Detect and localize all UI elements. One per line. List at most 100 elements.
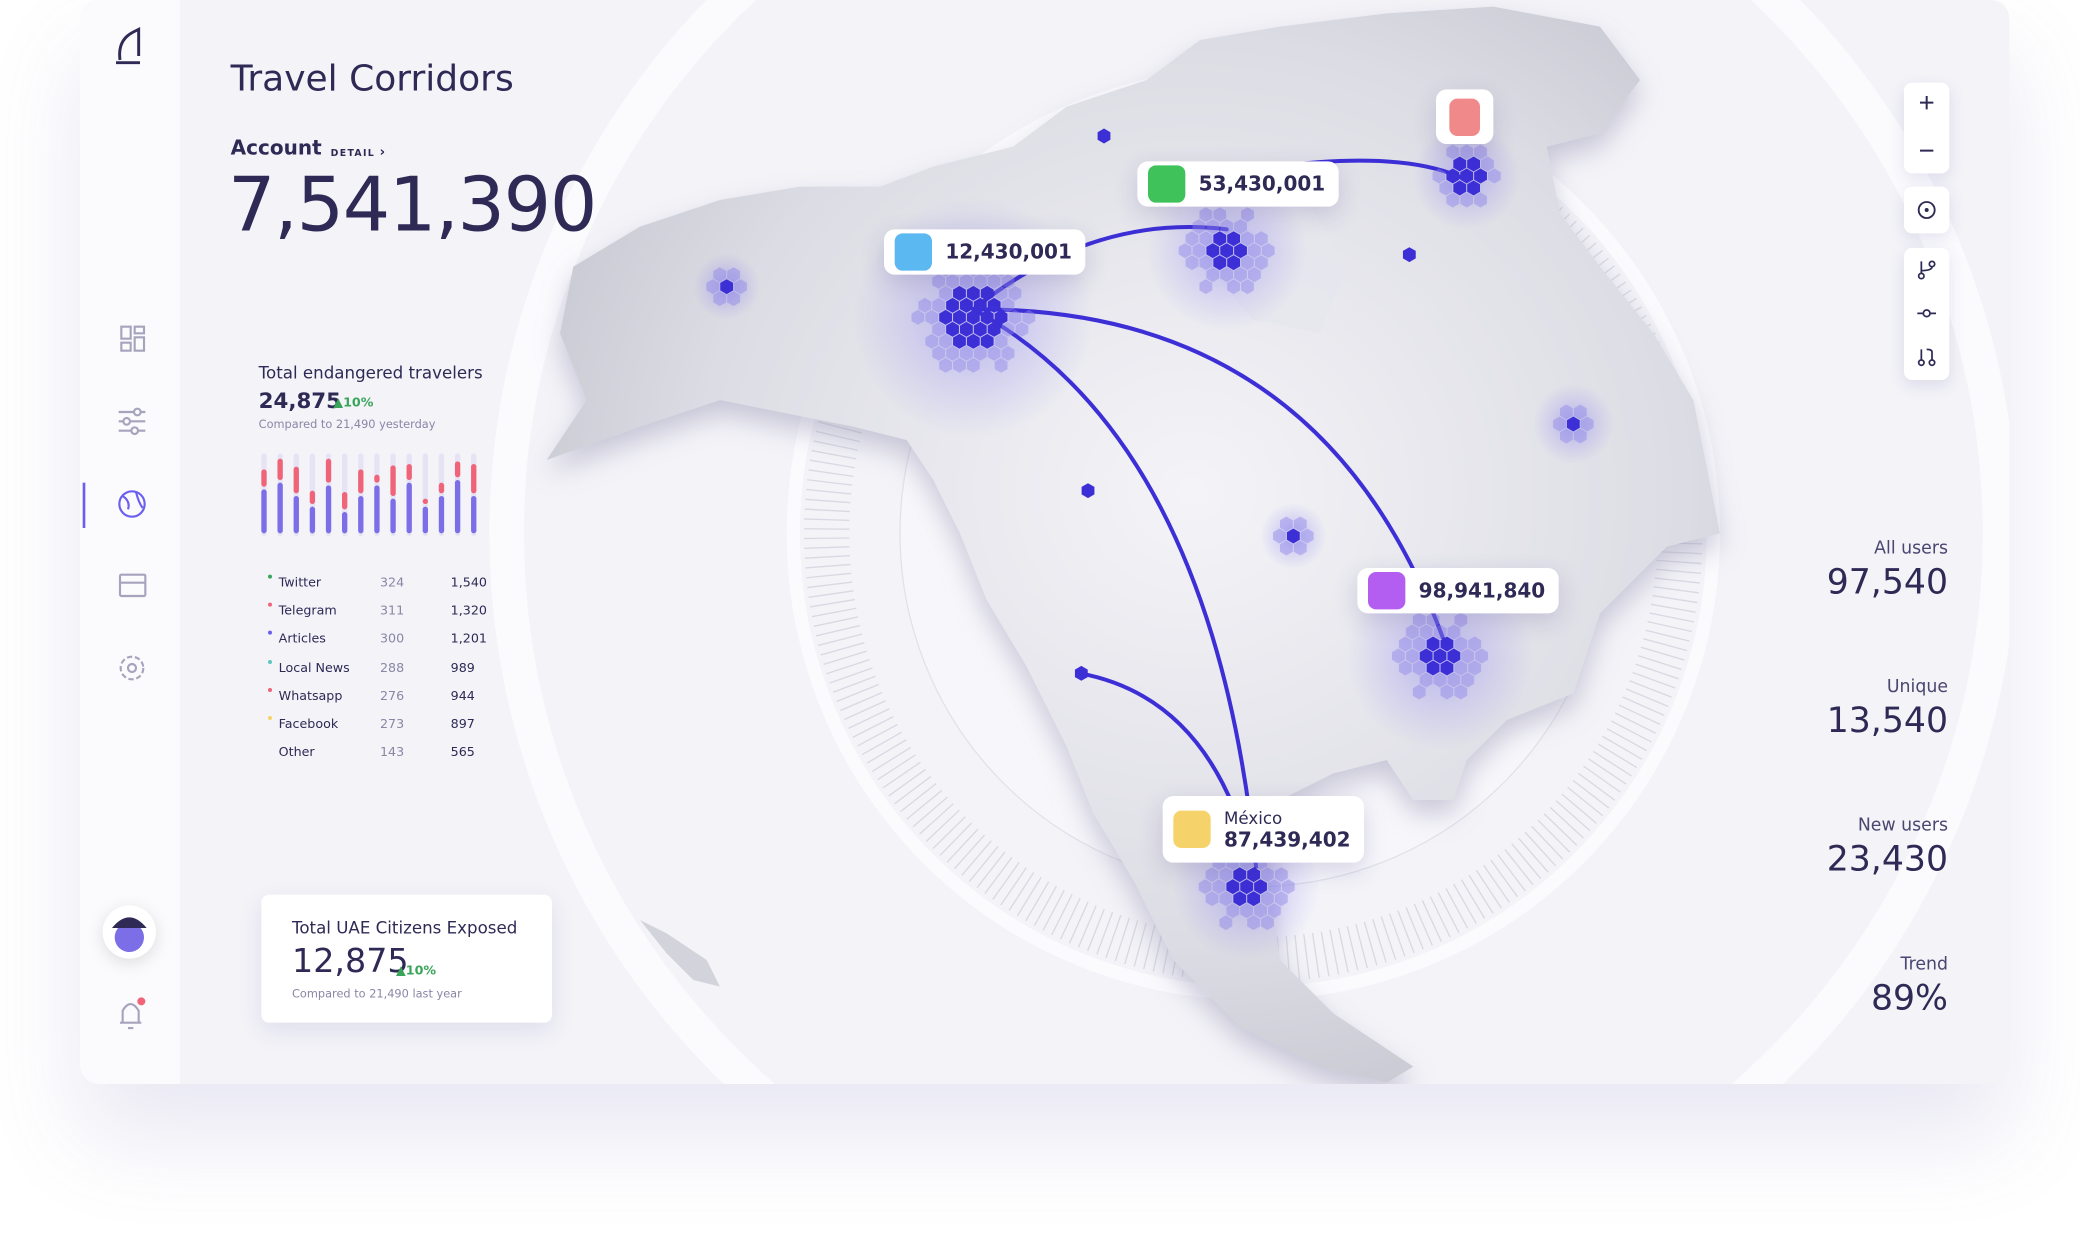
hex-cell	[727, 291, 741, 307]
hex-cell	[953, 357, 966, 373]
map-callout[interactable]: 98,941,840	[1357, 568, 1559, 614]
hex-cell	[960, 321, 973, 337]
nav-filters[interactable]	[118, 407, 146, 436]
source-total: 1,201	[450, 632, 487, 648]
source-name: Facebook	[278, 717, 339, 733]
hex-cell	[1220, 267, 1234, 283]
hex-cell	[1213, 255, 1227, 271]
commit-tool[interactable]	[1917, 309, 1937, 318]
hex-cell	[1247, 867, 1261, 883]
source-total: 989	[450, 660, 475, 676]
hex-cell	[939, 333, 953, 349]
hex-cell	[932, 321, 946, 337]
hex-cell	[1247, 915, 1261, 931]
decoration	[1922, 309, 1931, 318]
hex-cell	[1468, 660, 1482, 676]
hex-cell	[1412, 684, 1426, 700]
hex-cell	[1447, 672, 1461, 688]
merge-tool[interactable]	[1917, 348, 1936, 367]
decoration	[118, 490, 146, 518]
hex-cell	[727, 267, 741, 283]
hex-cell	[1213, 207, 1227, 223]
bar-segment	[358, 469, 364, 494]
source-name: Other	[278, 745, 315, 761]
panel-title: Total endangered travelers	[258, 362, 483, 383]
source-name: Local News	[278, 660, 350, 676]
hex-cell	[1460, 168, 1474, 184]
hex-cell	[960, 297, 973, 313]
stat-value: 97,540	[1826, 562, 1949, 603]
hex-cell	[1261, 867, 1274, 883]
map-callout[interactable]: 53,430,001	[1137, 161, 1339, 207]
hex-cell	[911, 309, 925, 325]
alert-callout[interactable]	[1436, 89, 1494, 145]
bar-segment	[309, 506, 316, 534]
notifications[interactable]	[120, 997, 146, 1030]
bar-segment	[277, 458, 283, 481]
hex-cell	[1280, 516, 1293, 532]
hex-cell	[1212, 879, 1226, 895]
decoration	[1917, 272, 1925, 280]
hex-cell	[946, 345, 959, 361]
hex-cell	[939, 309, 953, 325]
legend-dot	[268, 631, 273, 636]
hex-cell	[1268, 879, 1281, 895]
hex-cell	[1405, 624, 1419, 640]
source-total: 897	[450, 717, 475, 733]
nav-cards[interactable]	[118, 573, 147, 598]
detail-link[interactable]: DETAIL ›	[331, 145, 387, 160]
hex-cell	[1426, 660, 1440, 676]
hex-cell	[953, 309, 966, 325]
nav-globe[interactable]	[118, 490, 146, 518]
hex-cell	[1248, 267, 1261, 283]
bar-segment	[390, 498, 396, 534]
zoom-in[interactable]	[1920, 96, 1934, 110]
legend-dot	[268, 602, 273, 607]
map-callout[interactable]: México 87,439,402	[1162, 796, 1364, 863]
nav-settings[interactable]	[119, 655, 145, 681]
hex-cell	[1254, 879, 1267, 895]
change-text: 10%	[405, 964, 437, 979]
callout-value: 87,439,402	[1224, 827, 1351, 852]
bar-segment	[293, 466, 299, 494]
hex-cell	[1227, 279, 1241, 295]
hex-cell	[1240, 903, 1254, 919]
hex-cell	[1481, 156, 1494, 172]
hex-cell	[973, 345, 987, 361]
hex-cell	[1461, 672, 1475, 688]
logo[interactable]	[116, 26, 141, 65]
hex-cell	[1226, 903, 1240, 919]
branch-tool[interactable]	[1917, 260, 1936, 280]
hex-cell	[1241, 207, 1254, 223]
decoration	[120, 1002, 142, 1030]
hex-cell	[953, 285, 966, 301]
decoration	[1920, 96, 1934, 152]
uae-value: 12,875	[292, 941, 409, 981]
hex-cell	[1081, 483, 1095, 499]
hex-cell	[1293, 540, 1307, 556]
corridor	[971, 225, 1229, 312]
hex-cell	[987, 345, 1001, 361]
locate-control[interactable]	[1904, 186, 1950, 234]
uae-title: Total UAE Citizens Exposed	[292, 917, 518, 938]
nav-dashboard[interactable]	[120, 325, 146, 352]
callout-icon	[1148, 165, 1186, 203]
map-callout[interactable]: 12,430,001	[884, 229, 1086, 275]
decoration	[120, 341, 132, 352]
hex-cell	[966, 333, 980, 349]
hex-cell	[1234, 243, 1247, 259]
bar-segment	[471, 496, 477, 534]
avatar[interactable]	[102, 905, 157, 959]
detail-text[interactable]: DETAIL	[330, 148, 376, 159]
decoration	[120, 325, 132, 340]
sidebar-icons	[82, 26, 157, 1030]
hex-cell	[1440, 660, 1454, 676]
source-name: Whatsapp	[278, 689, 343, 704]
source-name: Twitter	[278, 576, 322, 591]
hex-cell	[1454, 660, 1468, 676]
hex-cell	[1240, 879, 1254, 895]
decoration	[1917, 359, 1925, 367]
hex-cell	[1405, 648, 1419, 664]
uae-note: Compared to 21,490 last year	[292, 988, 462, 1002]
decoration	[1920, 348, 1933, 361]
